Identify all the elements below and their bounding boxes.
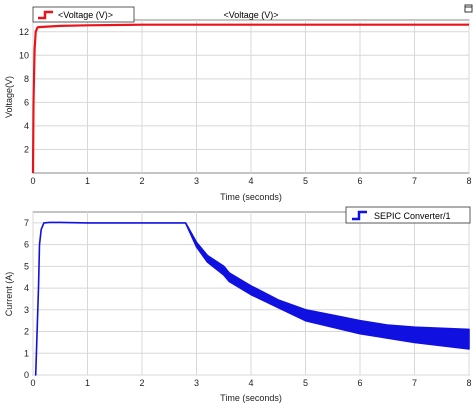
voltage-x-tick-label: 7 <box>412 176 417 186</box>
current-x-tick-label: 4 <box>248 378 253 388</box>
current-y-tick-label: 7 <box>24 218 29 228</box>
current-panel: 0 1 2 3 4 5 6 7 8 0 1 2 3 4 5 6 7 Time (seconds) Curren… <box>4 206 472 403</box>
current-x-tick-label: 6 <box>357 378 362 388</box>
current-x-tick-label: 0 <box>30 378 35 388</box>
voltage-y-tick-label: 2 <box>24 144 29 154</box>
current-x-tick-label: 2 <box>139 378 144 388</box>
current-x-ticks: 0 1 2 3 4 5 6 7 8 <box>30 378 471 388</box>
voltage-legend[interactable]: <Voltage (V)> <box>32 6 135 23</box>
voltage-x-tick-label: 5 <box>303 176 308 186</box>
current-x-tick-label: 5 <box>303 378 308 388</box>
current-x-tick-label: 7 <box>412 378 417 388</box>
current-legend[interactable]: SEPIC Converter/1 <box>345 206 471 224</box>
voltage-y-tick-label: 12 <box>19 27 29 37</box>
current-series <box>34 221 470 376</box>
current-y-axis-label: Current (A) <box>4 272 14 317</box>
current-y-tick-label: 0 <box>24 370 29 380</box>
voltage-legend-swatch <box>38 10 53 20</box>
current-y-tick-label: 5 <box>24 261 29 271</box>
current-y-ticks: 0 1 2 3 4 5 6 7 <box>24 218 29 380</box>
voltage-x-tick-label: 0 <box>30 176 35 186</box>
voltage-x-tick-label: 2 <box>139 176 144 186</box>
voltage-y-tick-label: 8 <box>24 74 29 84</box>
current-x-tick-label: 1 <box>85 378 90 388</box>
current-y-tick-label: 6 <box>24 240 29 250</box>
voltage-y-tick-label: 4 <box>24 121 29 131</box>
current-legend-label: SEPIC Converter/1 <box>374 211 451 221</box>
voltage-legend-box <box>32 6 135 23</box>
voltage-x-tick-label: 1 <box>85 176 90 186</box>
voltage-series <box>31 23 469 174</box>
voltage-x-tick-label: 6 <box>357 176 362 186</box>
voltage-y-tick-label: 10 <box>19 50 29 60</box>
current-series-band <box>34 221 470 376</box>
current-x-tick-label: 8 <box>466 378 471 388</box>
voltage-x-tick-label: 4 <box>248 176 253 186</box>
dock-icon[interactable] <box>464 4 473 13</box>
voltage-x-tick-label: 8 <box>466 176 471 186</box>
current-legend-swatch <box>352 210 367 221</box>
voltage-series-line <box>31 23 469 174</box>
voltage-y-ticks: 2 4 6 8 10 12 <box>19 27 29 155</box>
voltage-y-axis-label: Voltage(V) <box>4 76 14 118</box>
current-y-tick-label: 2 <box>24 327 29 337</box>
current-y-tick-label: 3 <box>24 305 29 315</box>
current-y-tick-label: 4 <box>24 283 29 293</box>
current-y-tick-label: 1 <box>24 348 29 358</box>
voltage-x-ticks: 0 1 2 3 4 5 6 7 8 <box>30 176 471 186</box>
voltage-chart-title: <Voltage (V)> <box>223 10 278 20</box>
current-x-axis-label: Time (seconds) <box>220 393 282 403</box>
voltage-x-tick-label: 3 <box>194 176 199 186</box>
voltage-legend-label: <Voltage (V)> <box>58 10 113 20</box>
current-x-tick-label: 3 <box>194 378 199 388</box>
voltage-y-tick-label: 6 <box>24 97 29 107</box>
voltage-x-axis-label: Time (seconds) <box>220 192 282 202</box>
current-legend-box <box>345 206 471 224</box>
